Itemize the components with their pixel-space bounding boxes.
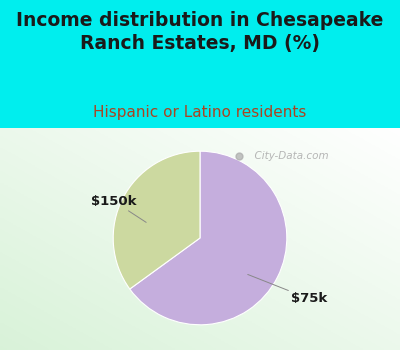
- Text: $75k: $75k: [248, 274, 327, 305]
- Text: Income distribution in Chesapeake
Ranch Estates, MD (%): Income distribution in Chesapeake Ranch …: [16, 10, 384, 53]
- Wedge shape: [130, 151, 287, 325]
- Text: Hispanic or Latino residents: Hispanic or Latino residents: [93, 105, 307, 120]
- Text: $150k: $150k: [92, 195, 146, 222]
- Wedge shape: [113, 151, 200, 289]
- Text: City-Data.com: City-Data.com: [248, 150, 328, 161]
